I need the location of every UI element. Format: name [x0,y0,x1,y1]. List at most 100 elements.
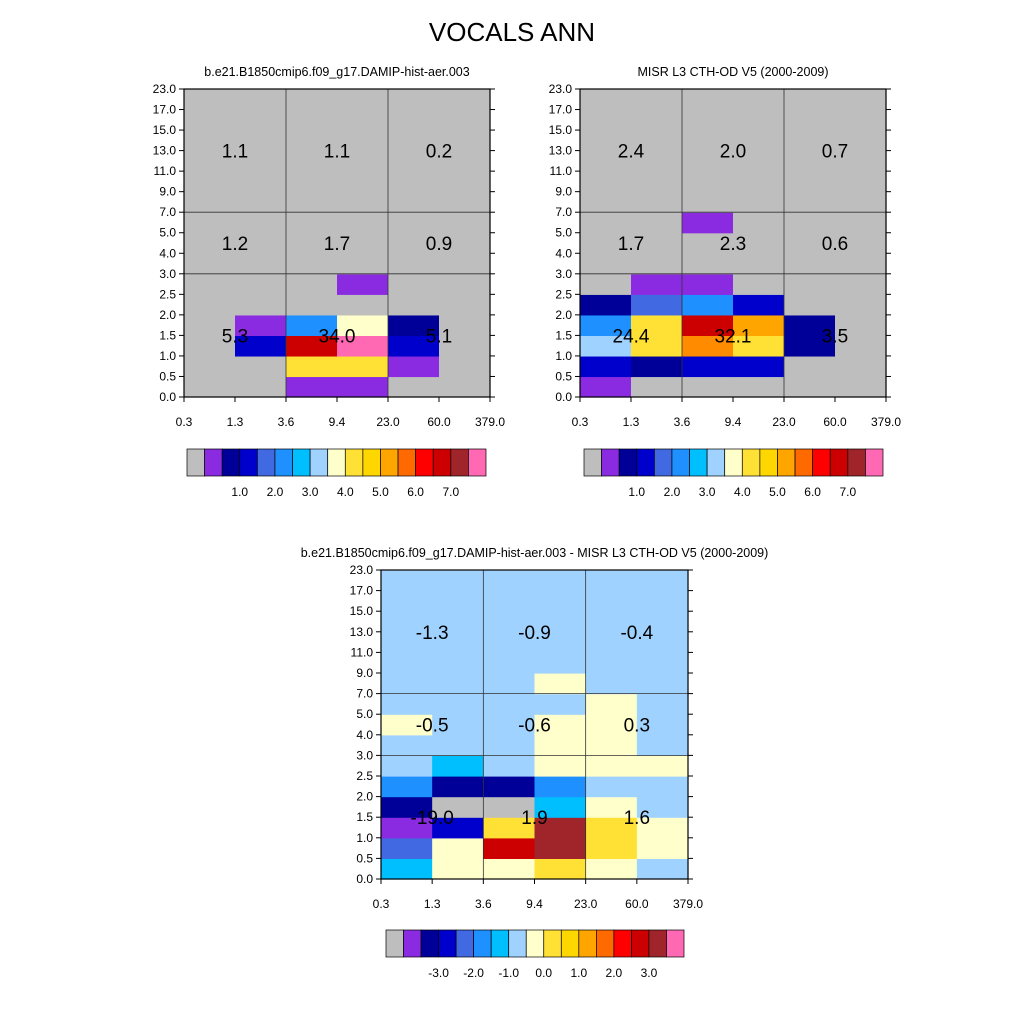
heatmap-cell [585,837,638,859]
region-sum-label: 5.3 [222,326,248,347]
colorbar-swatch [829,448,849,477]
heatmap-cell [580,171,632,193]
heatmap-cell [733,273,785,295]
heatmap-cell [580,130,632,152]
heatmap-cell [388,355,440,378]
heatmap-cell [534,570,587,592]
heatmap-cell [286,355,338,378]
heatmap-cell [388,376,440,398]
heatmap-cell [631,294,683,316]
heatmap-cell [286,376,338,398]
region-sum-label: 1.7 [618,234,644,255]
y-tick-label: 11.0 [154,164,177,178]
y-tick-label: 1.0 [555,349,572,363]
colorbar-swatch [777,448,796,477]
colorbar-swatch [689,448,708,477]
heatmap-cell [835,109,887,131]
colorbar-label: -2.0 [463,966,484,980]
heatmap-cell [580,109,632,131]
heatmap-cell [388,191,440,213]
heatmap-cell [432,817,484,839]
heatmap-cell [483,570,536,592]
x-tick-label: 379.0 [871,415,901,429]
heatmap-cell [585,611,638,633]
heatmap-cell [388,130,440,152]
heatmap-cell [483,631,536,653]
heatmap-cell [432,755,484,777]
colorbar-label: 6.0 [804,485,821,499]
x-tick-label: 379.0 [673,897,703,911]
heatmap-cell [585,590,638,612]
heatmap-cell [235,376,287,398]
heatmap-cell [235,294,287,316]
heatmap-cell [337,212,389,234]
colorbar-label: 3.0 [699,485,716,499]
heatmap-cell [439,294,491,316]
heatmap-cell [682,253,734,275]
x-tick-label: 9.4 [725,415,742,429]
colorbar-swatch [420,929,439,958]
y-tick-label: 0.0 [159,390,176,404]
colorbar-swatch [865,448,884,477]
heatmap-cell [636,776,689,798]
heatmap-cell [439,150,491,172]
heatmap-cell [381,837,433,859]
heatmap-cell [534,590,587,612]
heatmap-cell [733,212,785,234]
heatmap-cell [733,150,785,172]
heatmap-cell [585,817,638,839]
heatmap-cell [636,817,689,839]
colorbar-swatch [508,929,527,958]
heatmap-cell [733,335,785,357]
y-tick-label: 11.0 [351,645,374,659]
heatmap-cell [286,191,338,213]
y-tick-label: 15.0 [153,123,177,137]
heatmap-cell [631,130,683,152]
heatmap-cell [534,693,587,715]
heatmap-cell [580,89,632,111]
heatmap-cell [337,253,389,275]
region-sum-label: 2.0 [720,142,746,163]
heatmap-cell [439,212,491,234]
heatmap-cell [432,776,484,798]
heatmap-cell [184,273,236,295]
region-sum-label: -19.0 [411,808,454,829]
heatmap-cell [235,212,287,234]
heatmap-cell [636,673,689,695]
heatmap-cell [388,253,440,275]
heatmap-cell [337,150,389,172]
heatmap-cell [636,693,689,715]
heatmap-cell [235,109,287,131]
region-sum-label: -0.4 [620,623,653,644]
heatmap-cell [580,150,632,172]
colorbar-swatch [666,929,685,958]
heatmap-cell [388,171,440,193]
heatmap-cell [835,232,887,254]
heatmap-cell [636,755,689,777]
heatmap-cell [388,314,440,336]
y-tick-label: 15.0 [549,123,573,137]
y-tick-label: 17.0 [350,584,374,598]
x-tick-label: 23.0 [772,415,796,429]
heatmap-cell [631,376,683,398]
heatmap-cell [286,212,338,234]
heatmap-cell [337,89,389,111]
colorbar-swatch [812,448,831,477]
heatmap-cell [235,253,287,275]
heatmap-cell [835,376,887,398]
y-tick-label: 5.0 [555,226,572,240]
heatmap-cell [184,355,236,378]
heatmap-cell [784,150,836,172]
heatmap-cell [432,796,484,818]
colorbar-label: 2.0 [664,485,681,499]
colorbar-swatch [239,448,258,477]
heatmap-cell [636,611,689,633]
heatmap-cell [388,335,440,357]
heatmap-cell [235,314,287,336]
heatmap-cell [388,109,440,131]
heatmap-cell [682,191,734,213]
heatmap-cell [534,631,587,653]
x-tick-label: 9.4 [526,897,543,911]
y-tick-label: 11.0 [550,164,573,178]
y-tick-label: 0.0 [555,390,572,404]
